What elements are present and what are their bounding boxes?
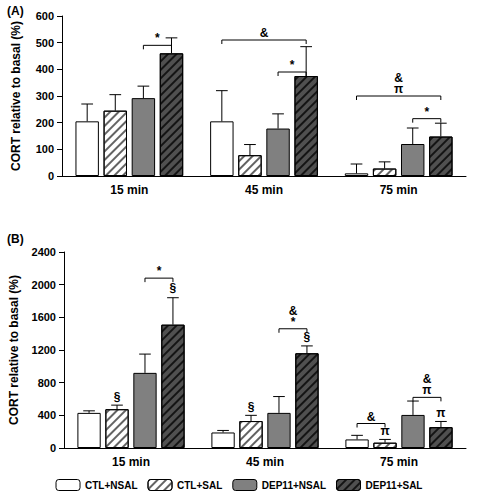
svg-text:π: π bbox=[380, 423, 390, 438]
svg-text:1200: 1200 bbox=[32, 344, 56, 356]
svg-text:§: § bbox=[248, 400, 255, 414]
svg-text:0: 0 bbox=[50, 442, 56, 454]
svg-text:2000: 2000 bbox=[32, 279, 56, 291]
svg-text:*: * bbox=[157, 264, 162, 278]
svg-text:(B): (B) bbox=[7, 232, 24, 246]
svg-text:CORT relative to basal (%): CORT relative to basal (%) bbox=[9, 21, 23, 171]
svg-text:CTL+SAL: CTL+SAL bbox=[177, 480, 222, 491]
svg-text:600: 600 bbox=[36, 10, 54, 22]
svg-text:2400: 2400 bbox=[32, 246, 56, 258]
svg-text:75 min: 75 min bbox=[380, 183, 418, 197]
svg-text:*: * bbox=[291, 315, 296, 329]
svg-text:π: π bbox=[422, 383, 431, 397]
svg-text:200: 200 bbox=[36, 117, 54, 129]
svg-text:45 min: 45 min bbox=[245, 183, 283, 197]
svg-text:400: 400 bbox=[38, 409, 56, 421]
svg-text:500: 500 bbox=[36, 37, 54, 49]
svg-text:300: 300 bbox=[36, 90, 54, 102]
svg-text:400: 400 bbox=[36, 63, 54, 75]
svg-text:§: § bbox=[170, 281, 177, 295]
svg-text:DEP11+NSAL: DEP11+NSAL bbox=[262, 480, 326, 491]
svg-text:100: 100 bbox=[36, 143, 54, 155]
svg-text:45 min: 45 min bbox=[246, 455, 284, 469]
svg-text:DEP11+SAL: DEP11+SAL bbox=[366, 480, 423, 491]
svg-text:1600: 1600 bbox=[32, 311, 56, 323]
svg-text:800: 800 bbox=[38, 377, 56, 389]
svg-text:(A): (A) bbox=[7, 4, 24, 18]
svg-text:*: * bbox=[155, 31, 160, 45]
svg-text:π: π bbox=[394, 82, 403, 96]
svg-text:15 min: 15 min bbox=[112, 455, 150, 469]
svg-text:CORT relative to basal (%): CORT relative to basal (%) bbox=[7, 275, 21, 425]
svg-text:75 min: 75 min bbox=[380, 455, 418, 469]
svg-text:§: § bbox=[114, 390, 121, 404]
svg-text:&: & bbox=[260, 26, 269, 40]
svg-text:π: π bbox=[436, 406, 445, 420]
svg-text:&: & bbox=[367, 410, 376, 424]
svg-text:*: * bbox=[424, 105, 429, 119]
svg-text:15 min: 15 min bbox=[110, 183, 148, 197]
svg-text:0: 0 bbox=[48, 170, 54, 182]
svg-text:CTL+NSAL: CTL+NSAL bbox=[85, 480, 138, 491]
svg-text:*: * bbox=[290, 58, 295, 72]
